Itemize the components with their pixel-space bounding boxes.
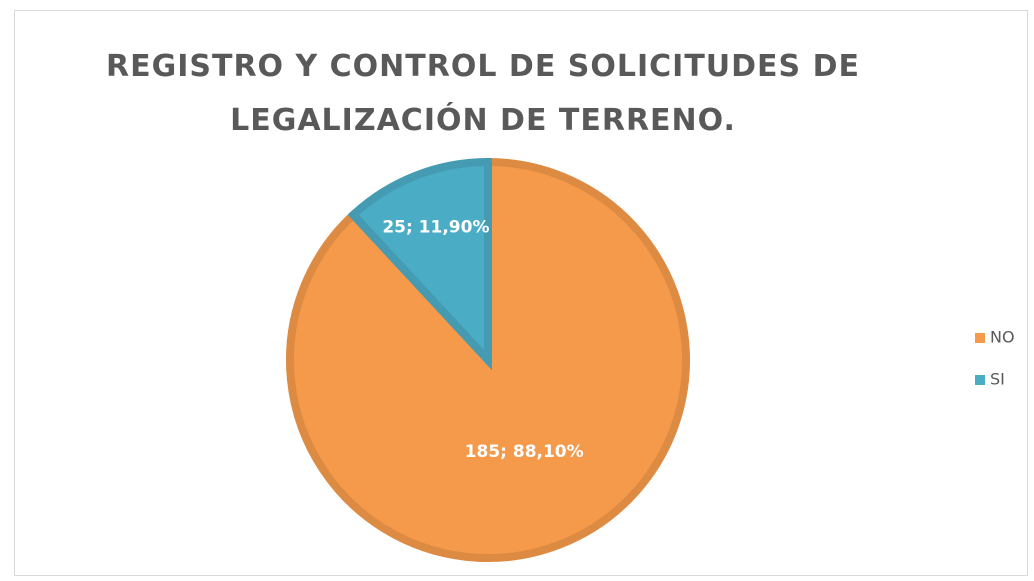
data-label: 185; 88,10%	[465, 442, 584, 462]
chart-title: REGISTRO Y CONTROL DE SOLICITUDES DE LEG…	[106, 49, 860, 138]
data-label: 25; 11,90%	[382, 217, 489, 237]
pie-slice	[286, 157, 690, 562]
legend-swatch	[975, 333, 985, 343]
chart-frame	[14, 10, 1028, 576]
legend-label: SI	[990, 370, 1005, 389]
legend-swatch	[975, 375, 985, 385]
pie-slice	[347, 157, 492, 371]
legend-label: NO	[990, 328, 1015, 347]
